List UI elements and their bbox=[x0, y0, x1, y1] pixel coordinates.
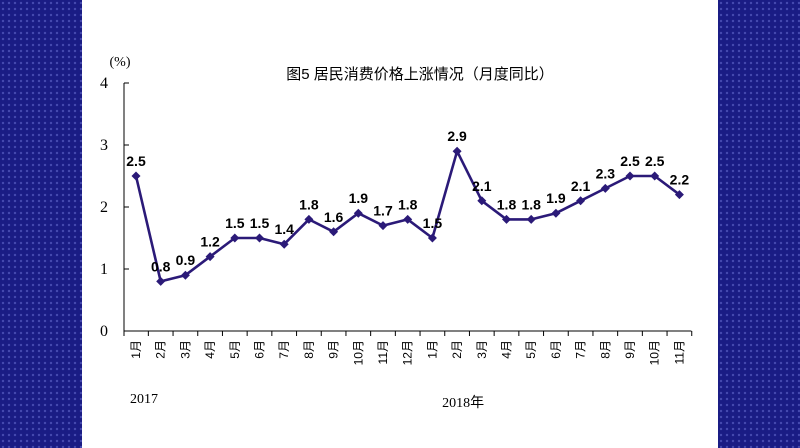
x-tick-label: 10月 bbox=[351, 340, 365, 365]
x-tick-label: 11月 bbox=[376, 340, 390, 364]
data-point bbox=[576, 196, 586, 206]
left-decor-panel bbox=[0, 0, 82, 448]
y-tick-labels: 0 1 2 3 4 bbox=[100, 75, 108, 340]
y-tick-label: 3 bbox=[100, 137, 108, 154]
data-point bbox=[625, 171, 635, 181]
x-tick-label: 3月 bbox=[475, 340, 489, 359]
data-point bbox=[304, 214, 314, 224]
x-tick-label: 2月 bbox=[450, 340, 464, 359]
data-label: 1.7 bbox=[373, 203, 393, 219]
x-tick-label: 4月 bbox=[203, 340, 217, 359]
x-tick-label: 8月 bbox=[598, 340, 612, 359]
x-tick-label: 4月 bbox=[500, 340, 514, 359]
y-tick-label: 2 bbox=[100, 199, 108, 216]
data-point bbox=[452, 146, 462, 156]
year-labels: 2017 2018年 bbox=[130, 392, 484, 411]
data-label: 0.8 bbox=[151, 258, 171, 274]
year-label: 2018年 bbox=[442, 395, 484, 411]
x-tick-label: 3月 bbox=[178, 340, 192, 359]
x-tick-labels: 1月 2月 3月 4月 5月 6月 7月 8月 9月 10月 11月 12月 1月 2月 3月 4月 5月 6月 7… bbox=[129, 340, 686, 365]
data-point bbox=[255, 233, 264, 243]
data-point bbox=[551, 208, 561, 218]
x-tick-label: 12月 bbox=[401, 340, 415, 365]
data-point bbox=[329, 227, 339, 237]
data-point bbox=[131, 171, 141, 181]
data-label: 1.8 bbox=[299, 196, 319, 212]
x-tick-label: 11月 bbox=[672, 340, 686, 364]
x-tick-label: 8月 bbox=[302, 340, 316, 359]
x-tick-label: 5月 bbox=[228, 340, 242, 359]
x-tick-label: 9月 bbox=[327, 340, 341, 359]
x-tick-label: 9月 bbox=[623, 340, 637, 359]
data-point bbox=[477, 196, 487, 206]
chart-panel bbox=[82, 0, 718, 448]
axes bbox=[123, 82, 693, 336]
data-label: 1.5 bbox=[250, 215, 270, 231]
data-label: 1.9 bbox=[546, 190, 566, 206]
data-point bbox=[526, 214, 536, 224]
data-label: 1.8 bbox=[497, 196, 517, 212]
data-point bbox=[353, 208, 363, 218]
data-label: 1.8 bbox=[521, 196, 541, 212]
data-label: 1.8 bbox=[398, 196, 418, 212]
x-tick-label: 5月 bbox=[524, 340, 538, 359]
data-label: 0.9 bbox=[176, 252, 196, 268]
data-label: 1.2 bbox=[200, 234, 220, 250]
data-label: 1.5 bbox=[423, 215, 443, 231]
data-label: 2.3 bbox=[596, 165, 616, 181]
data-labels: 2.50.8 0.91.21.5 1.5 1.41.81.61.91.7 1.81.52… bbox=[126, 128, 689, 274]
data-point bbox=[156, 276, 166, 286]
data-point bbox=[180, 270, 190, 280]
data-point bbox=[650, 171, 660, 181]
data-point bbox=[502, 214, 511, 224]
data-label: 2.5 bbox=[126, 153, 146, 169]
data-label: 1.9 bbox=[349, 190, 369, 206]
data-point bbox=[205, 252, 215, 262]
data-label: 2.1 bbox=[571, 178, 591, 194]
data-label: 2.2 bbox=[670, 172, 690, 188]
x-tick-label: 2月 bbox=[154, 340, 168, 359]
x-tick-label: 6月 bbox=[549, 340, 563, 359]
y-tick-label: 4 bbox=[100, 75, 108, 92]
data-label: 2.5 bbox=[620, 153, 640, 169]
data-point bbox=[600, 183, 610, 193]
data-label: 1.5 bbox=[225, 215, 245, 231]
data-label: 2.1 bbox=[472, 178, 492, 194]
y-axis-unit: (%) bbox=[110, 55, 131, 70]
x-tick-label: 7月 bbox=[574, 340, 588, 359]
y-tick-label: 0 bbox=[100, 323, 108, 340]
chart-title: 图5 居民消费价格上涨情况（月度同比） bbox=[286, 66, 554, 83]
data-point bbox=[427, 233, 437, 243]
year-label: 2017 bbox=[130, 392, 158, 407]
data-point bbox=[674, 190, 684, 200]
data-points bbox=[131, 146, 684, 286]
data-label: 1.6 bbox=[324, 209, 344, 225]
right-decor-panel bbox=[718, 0, 800, 448]
x-tick-label: 1月 bbox=[129, 340, 143, 359]
data-point bbox=[279, 239, 289, 249]
data-label: 1.4 bbox=[274, 221, 294, 237]
x-tick-label: 7月 bbox=[277, 340, 291, 359]
y-tick-label: 1 bbox=[100, 261, 108, 278]
x-tick-label: 1月 bbox=[425, 340, 439, 359]
data-point bbox=[378, 221, 388, 231]
data-point bbox=[230, 233, 240, 243]
data-label: 2.9 bbox=[447, 128, 467, 144]
data-label: 2.5 bbox=[645, 153, 665, 169]
x-tick-label: 6月 bbox=[253, 340, 267, 359]
data-point bbox=[403, 214, 413, 224]
x-tick-label: 10月 bbox=[648, 340, 662, 365]
